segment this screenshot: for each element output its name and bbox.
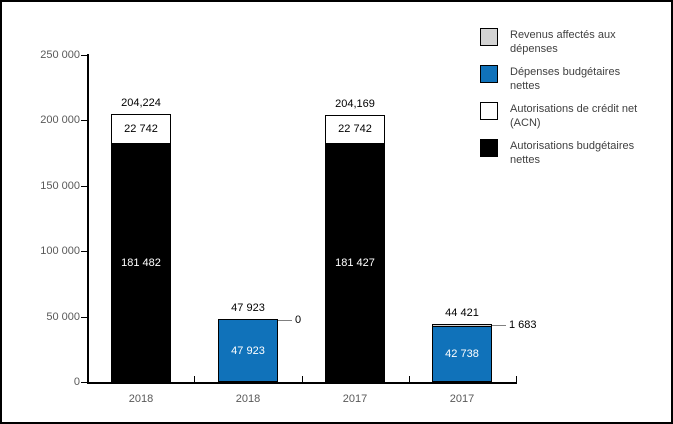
y-tick [81,186,87,187]
bar-segment-label: 181 482 [121,257,161,269]
bar-segment-label: 181 427 [335,257,375,269]
callout-line [278,320,292,321]
y-tick [81,382,87,383]
legend-swatch [480,65,498,83]
x-tick [516,376,517,382]
x-tick [409,376,410,382]
x-category-label: 2018 [128,393,154,405]
legend: Revenus affectés aux dépenses Dépenses bu… [480,28,640,176]
bar-segment-label: 22 742 [124,123,158,135]
legend-label: Autorisations de crédit net (ACN) [510,103,638,129]
legend-swatch [480,28,498,46]
y-tick [81,317,87,318]
bar-segment-label: 22 742 [338,123,372,135]
y-tick-label: 0 [73,376,80,388]
y-axis-line [87,53,89,384]
y-tick-label: 200 000 [40,114,80,126]
y-tick [81,55,87,56]
callout-label: 0 [295,314,302,326]
bar-segment-label: 42 738 [445,348,479,360]
y-tick [81,120,87,121]
y-tick-label: 50 000 [46,311,80,323]
x-category-label: 2017 [342,393,368,405]
x-category-label: 2018 [235,393,261,405]
bar-segment [432,323,492,327]
bar-segment-label: 47 923 [231,345,265,357]
legend-item: Autorisations budgétaires nettes [480,139,640,167]
y-tick-label: 150 000 [40,180,80,192]
legend-label: Dépenses budgétaires nettes [510,66,621,92]
x-tick [302,376,303,382]
bar-total-label: 204,224 [121,97,161,109]
legend-item: Autorisations de crédit net (ACN) [480,102,640,130]
legend-label: Revenus affectés aux dépenses [510,29,616,55]
y-tick-label: 250 000 [40,49,80,61]
callout-label: 1 683 [509,319,537,331]
legend-item: Revenus affectés aux dépenses [480,28,640,56]
y-tick [81,251,87,252]
bar-segment [325,144,385,382]
legend-label: Autorisations budgétaires nettes [510,140,635,166]
bar-total-label: 44 421 [445,307,479,319]
bar-segment [432,326,492,382]
x-tick [194,376,195,382]
y-tick-label: 100 000 [40,245,80,257]
bar-segment [218,319,278,382]
x-axis-line [87,382,517,384]
x-category-label: 2017 [449,393,475,405]
callout-line [492,325,506,326]
bar-total-label: 204,169 [335,98,375,110]
bar-segment [325,114,385,145]
bar-total-label: 47 923 [231,302,265,314]
bar-segment [111,114,171,145]
legend-item: Dépenses budgétaires nettes [480,65,640,93]
bar-segment [111,144,171,382]
legend-swatch [480,139,498,157]
legend-swatch [480,102,498,120]
